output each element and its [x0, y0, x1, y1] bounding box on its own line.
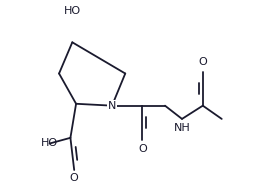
Text: NH: NH	[174, 123, 190, 133]
Text: O: O	[138, 144, 147, 154]
Text: HO: HO	[64, 6, 81, 16]
Text: N: N	[108, 101, 116, 111]
Text: O: O	[70, 174, 79, 184]
Text: O: O	[198, 57, 207, 67]
Text: HO: HO	[41, 139, 58, 149]
